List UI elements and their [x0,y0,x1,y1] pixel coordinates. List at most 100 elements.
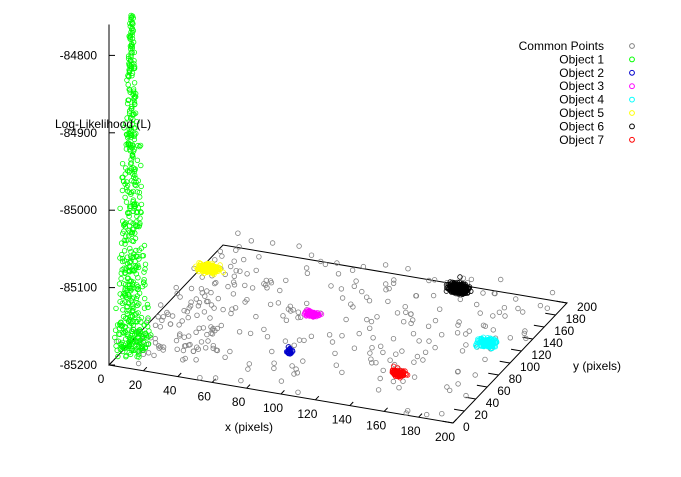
object-point [126,33,132,39]
object-point [122,267,129,273]
common-point [181,307,187,314]
object-point [128,160,135,166]
common-point [218,322,224,329]
legend-marker [629,83,635,90]
object-point [131,80,138,86]
object-point [128,49,134,56]
object-point [130,39,137,45]
common-point [401,319,407,325]
object-point [140,339,146,345]
common-point [194,344,200,350]
legend-label: Object 6 [559,119,604,133]
x-axis-label: x (pixels) [225,420,273,434]
common-point [208,330,214,336]
common-point [233,247,239,253]
common-point [247,330,254,337]
common-point [207,315,213,321]
object-point [134,293,141,299]
legend-marker [629,123,635,130]
common-point [390,378,397,385]
common-point [283,277,289,284]
common-point [256,254,262,260]
object-point [135,178,141,184]
object-point [128,141,134,148]
common-point [208,324,214,330]
x-tick-mark [349,401,354,406]
object-point [123,354,129,360]
object-point [127,260,133,266]
x-tick-label: 100 [263,401,283,415]
object-point [144,301,151,308]
common-point [360,263,367,270]
common-point [188,285,195,292]
common-point [301,337,307,344]
common-point [432,344,438,351]
object-point [130,220,136,227]
common-point [447,387,453,394]
y-tick-label: 200 [577,300,597,314]
common-point [318,258,324,265]
common-point [202,345,209,351]
object-point [115,353,121,360]
object-point [113,305,119,312]
object-point [112,334,118,341]
common-point [184,309,190,315]
common-point [399,348,405,354]
object-point [132,312,138,318]
object-point [131,49,137,56]
object-point [125,82,131,88]
y-tick-label: 160 [554,324,574,338]
common-point [356,330,362,337]
common-point [244,271,250,277]
common-point [295,389,301,395]
object-point [462,285,468,291]
object-point [197,260,204,267]
legend-label: Object 1 [559,52,604,66]
object-point [131,58,137,64]
common-point [135,360,142,367]
x-tick-label: 20 [129,378,143,392]
object-point [122,194,128,201]
object-point [128,231,135,237]
common-point [208,302,215,308]
common-point [177,331,183,337]
common-point [188,299,194,305]
object-point [129,25,135,31]
object-point [120,329,126,336]
object-point [397,371,403,377]
object-point [130,199,136,205]
object-point [462,288,469,294]
common-point [490,327,496,333]
common-point [201,309,208,315]
common-point [269,348,275,355]
object-point [137,215,143,221]
data-points [112,12,556,418]
common-point [368,318,375,325]
object-point [124,254,131,260]
object-point [128,132,134,139]
common-point [204,288,210,294]
common-point [253,313,259,320]
y-axis-label: y (pixels) [573,359,621,373]
common-point [152,322,159,328]
legend-marker [629,110,635,116]
common-point [267,301,274,308]
common-point [195,303,202,309]
common-point [157,324,163,330]
object-point [304,312,311,318]
common-point [400,378,406,384]
object-point [118,275,124,282]
object-point [126,223,133,229]
object-point [125,237,131,243]
legend-marker [629,136,635,143]
y-tick-label: 180 [566,312,586,326]
object-point [134,319,140,325]
object-point [125,300,131,306]
object-point [207,263,213,269]
object-point [124,310,130,317]
object-point [128,52,134,58]
common-point [391,277,397,283]
object-point [127,314,134,320]
common-point [463,342,469,348]
common-point [455,381,461,387]
